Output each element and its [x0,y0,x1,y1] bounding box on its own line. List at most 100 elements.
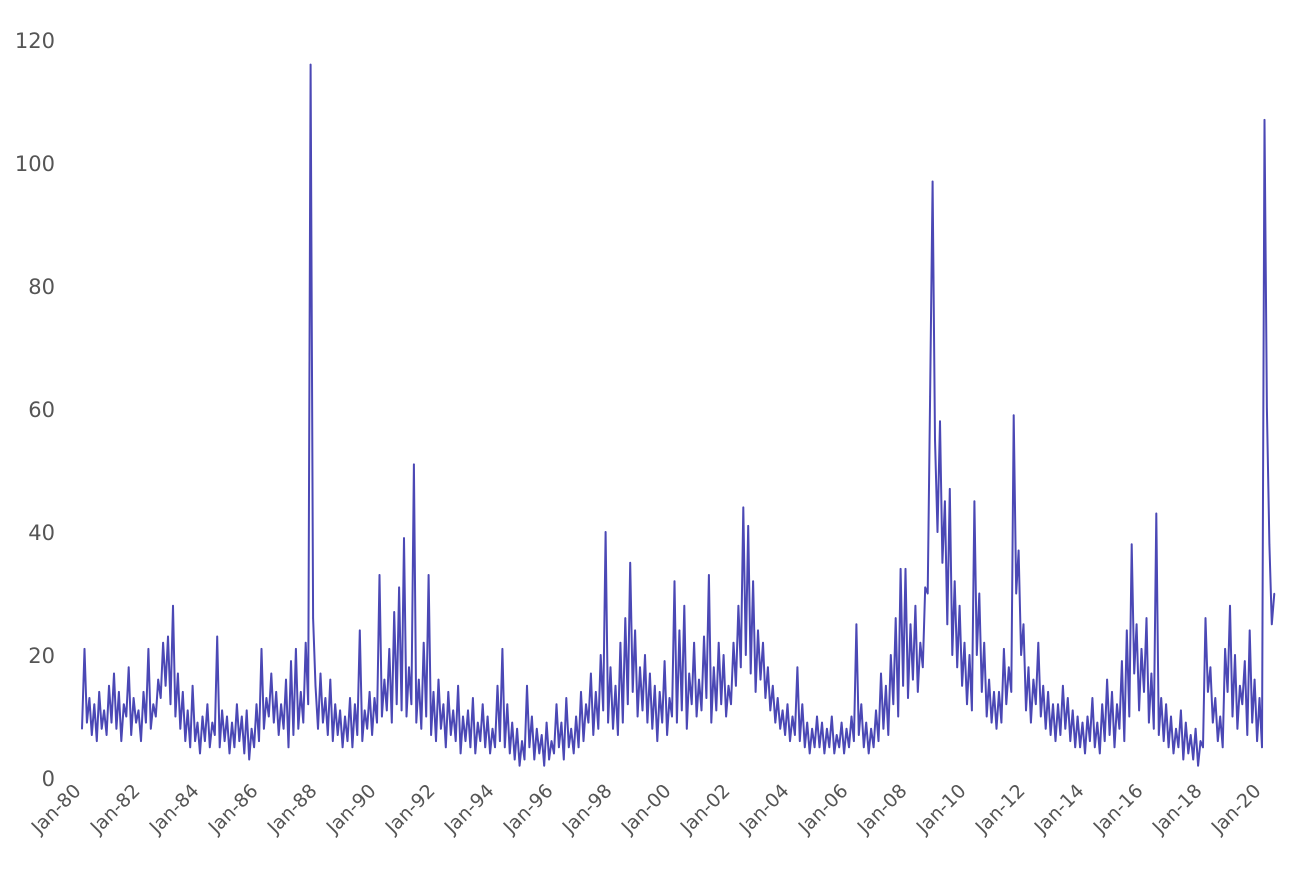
data-point [720,703,722,705]
data-point [902,685,904,687]
data-point [378,574,381,576]
data-point [698,678,700,681]
data-point [1273,592,1276,595]
data-point [307,703,310,705]
data-point [1133,672,1135,675]
data-point [826,728,828,730]
data-point [808,752,811,755]
data-point [1020,654,1022,656]
data-point [926,592,929,595]
data-point [833,752,836,755]
data-point [270,672,273,675]
data-point [501,648,504,650]
data-point [919,641,922,644]
data-point [1207,691,1209,693]
x-tick-label: Jan-84 [145,780,204,839]
data-point [973,500,976,503]
data-point [1138,709,1140,712]
data-point [186,709,189,712]
series-line [81,63,1276,767]
data-point [609,666,612,669]
data-point [931,180,934,183]
y-tick-label: 0 [42,767,55,791]
data-point [489,752,491,755]
data-point [1256,740,1258,742]
data-point [801,703,804,705]
data-point [518,764,521,767]
data-point [81,728,83,730]
data-point [467,709,469,712]
data-point [853,740,855,742]
data-point [1030,721,1032,724]
data-point [1209,666,1212,669]
x-tick-label: Jan-18 [1148,780,1207,839]
data-point [447,691,450,693]
data-point [1202,746,1204,749]
data-point [1162,740,1165,742]
data-point [368,691,371,693]
x-tick-label: Jan-12 [971,780,1030,839]
data-point [749,672,752,675]
data-point [781,709,784,712]
data-point [1074,746,1076,749]
data-point [1199,740,1202,742]
data-point [528,746,531,749]
data-point [764,697,767,699]
data-point [1091,697,1094,699]
data-point [1221,746,1224,749]
y-tick-label: 40 [28,521,55,545]
data-point [730,703,732,705]
data-point [248,758,250,761]
data-point [214,734,216,736]
x-tick-label: Jan-16 [1089,780,1148,839]
data-point [1128,715,1131,718]
data-point [1015,592,1017,595]
data-point [245,709,248,712]
data-point [1170,715,1172,718]
x-tick-label: Jan-82 [86,780,145,839]
data-point [1185,721,1187,724]
data-point [253,746,255,749]
data-point [1025,709,1027,712]
data-point [506,703,509,705]
data-point [774,721,777,724]
data-point [147,648,150,650]
data-point [275,691,278,693]
data-point [196,721,199,724]
data-point [322,721,324,724]
data-point [631,691,634,693]
data-point [354,703,356,705]
data-point [486,715,489,718]
data-point [835,734,838,736]
data-point [1012,414,1015,417]
data-point [1224,648,1226,650]
data-point [1027,666,1030,669]
data-point [162,641,164,644]
data-point [776,697,779,699]
data-point [754,691,757,693]
data-point [86,721,88,724]
data-point [700,709,703,712]
data-point [359,629,361,632]
data-point [681,709,683,712]
data-point [440,728,442,730]
data-point [324,697,327,699]
data-point [560,721,563,724]
data-point [88,697,91,699]
data-point [617,734,619,736]
data-point [177,672,179,675]
data-point [1212,721,1214,724]
y-tick-label: 20 [28,644,55,668]
data-point [1194,728,1197,730]
data-point [255,703,258,705]
data-point [587,721,590,724]
data-point [504,746,506,749]
data-point [1143,691,1145,693]
data-point [477,721,479,724]
data-point [872,746,875,749]
data-point [1101,703,1103,705]
data-point [1241,703,1244,705]
data-point [565,697,568,699]
data-point [1064,728,1067,730]
data-point [676,721,678,724]
